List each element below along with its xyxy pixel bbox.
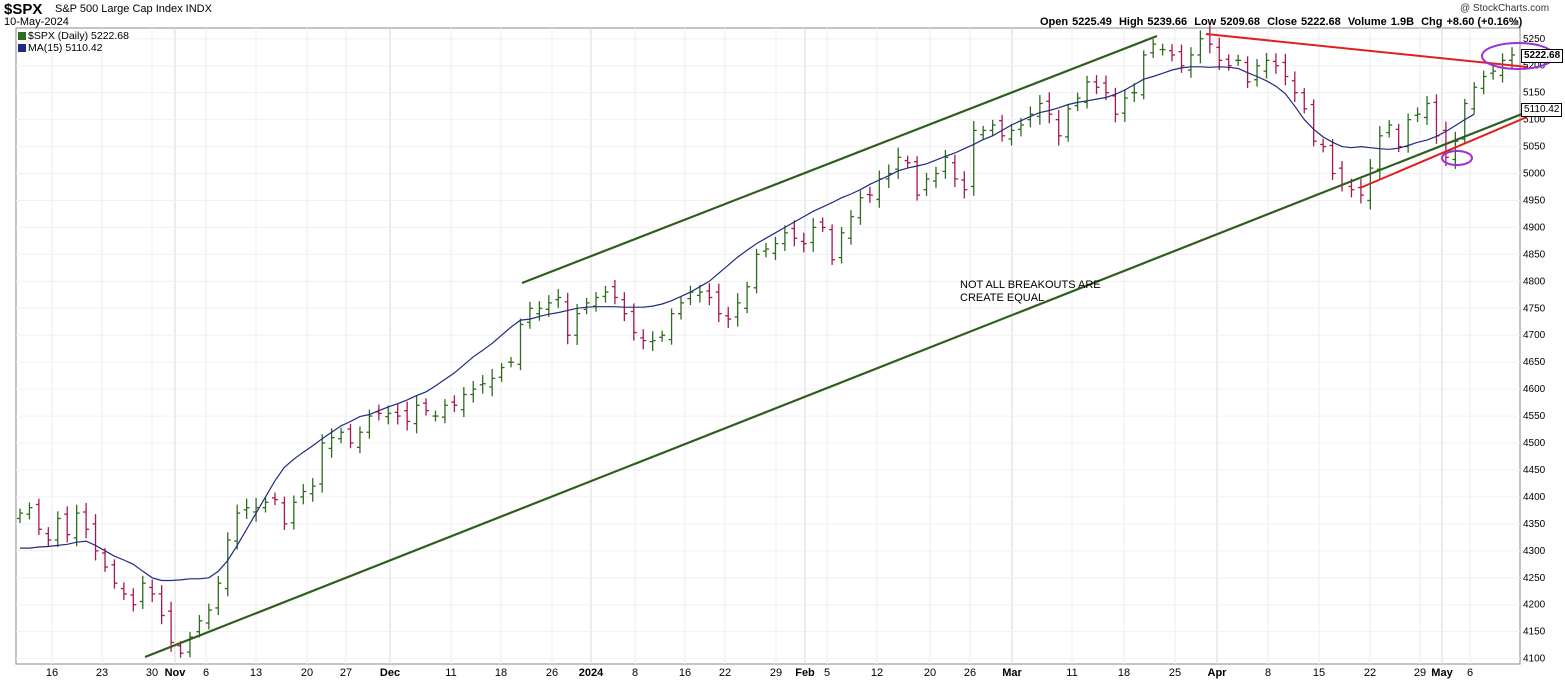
x-tick-label: 8 xyxy=(1265,667,1271,679)
resistance-trendline xyxy=(1205,33,1528,68)
x-tick-label: Dec xyxy=(380,667,400,679)
y-tick-label: 4650 xyxy=(1523,357,1546,368)
x-tick-label: 20 xyxy=(301,667,313,679)
y-tick-label: 4350 xyxy=(1523,519,1546,530)
x-tick-label: 11 xyxy=(1066,667,1077,679)
y-tick-label: 4500 xyxy=(1523,438,1546,449)
x-tick-label: 6 xyxy=(1467,667,1473,679)
x-tick-label: 29 xyxy=(1414,667,1426,679)
last-price-tag: 5222.68 xyxy=(1521,49,1564,63)
x-tick-label: 6 xyxy=(203,667,209,679)
y-tick-label: 4800 xyxy=(1523,276,1546,287)
x-tick-label: 16 xyxy=(679,667,691,679)
low-value: 5209.68 xyxy=(1220,16,1260,28)
x-tick-label: 29 xyxy=(770,667,782,679)
y-tick-label: 4700 xyxy=(1523,330,1546,341)
low-label: Low xyxy=(1194,16,1217,28)
plot-frame xyxy=(15,27,1521,665)
x-tick-label: Mar xyxy=(1002,667,1022,679)
y-tick-label: 4850 xyxy=(1523,249,1546,260)
chg-label: Chg xyxy=(1421,16,1443,28)
x-tick-label: 18 xyxy=(495,667,507,679)
legend-ma-label: MA(15) 5110.42 xyxy=(28,42,103,54)
y-tick-label: 4950 xyxy=(1523,195,1546,206)
high-value: 5239.66 xyxy=(1147,16,1188,28)
y-tick-label: 5150 xyxy=(1523,88,1546,99)
ohlc-readout: Open 5225.49 High 5239.66 Low 5209.68 Close… xyxy=(1040,16,1526,28)
x-tick-label: Nov xyxy=(165,667,187,679)
x-tick-label: 12 xyxy=(871,667,883,679)
y-tick-label: 5100 xyxy=(1523,115,1546,126)
channel-lower-line xyxy=(144,110,1528,659)
x-tick-label: Feb xyxy=(795,667,815,679)
volume-label: Volume xyxy=(1347,16,1387,28)
y-tick-label: 5050 xyxy=(1523,142,1546,153)
x-tick-label: 2024 xyxy=(579,667,604,679)
scroll-up-icon[interactable]: ▲ xyxy=(1511,17,1521,28)
y-tick-label: 4900 xyxy=(1523,222,1546,233)
y-tick-label: 4100 xyxy=(1523,654,1546,665)
y-tick-label: 4750 xyxy=(1523,303,1546,314)
x-tick-label: Apr xyxy=(1208,667,1228,679)
volume-value: 1.9B xyxy=(1390,16,1415,28)
symbol-description: S&P 500 Large Cap Index INDX xyxy=(55,3,212,15)
x-tick-label: 25 xyxy=(1169,667,1181,679)
x-tick-label: 23 xyxy=(96,667,108,679)
x-tick-label: 15 xyxy=(1313,667,1325,679)
open-label: Open xyxy=(1040,16,1069,28)
x-tick-label: 27 xyxy=(340,667,352,679)
price-swatch-icon xyxy=(18,32,26,41)
x-tick-label: 26 xyxy=(964,667,976,679)
close-value: 5222.68 xyxy=(1301,16,1341,28)
x-tick-label: 22 xyxy=(1364,667,1376,679)
chart-annotation: NOT ALL BREAKOUTS ARE CREATE EQUAL xyxy=(960,279,1101,304)
high-label: High xyxy=(1118,16,1144,28)
chart-date: 10-May-2024 xyxy=(4,16,69,28)
legend-ma: MA(15) 5110.42 xyxy=(18,42,129,54)
y-tick-label: 5000 xyxy=(1523,169,1546,180)
chart-legend: $SPX (Daily) 5222.68 MA(15) 5110.42 xyxy=(18,30,129,54)
y-tick-label: 4250 xyxy=(1523,573,1546,584)
x-tick-label: 11 xyxy=(445,667,456,679)
chg-value: +8.60 (+0.16%) xyxy=(1446,16,1523,28)
x-tick-label: 30 xyxy=(146,667,158,679)
chart-header: $SPX S&P 500 Large Cap Index INDX 10-May… xyxy=(0,0,1565,28)
x-tick-label: 5 xyxy=(824,667,830,679)
y-tick-label: 4550 xyxy=(1523,411,1546,422)
y-tick-label: 4400 xyxy=(1523,492,1546,503)
y-tick-label: 5250 xyxy=(1523,34,1546,45)
support-trendline xyxy=(1359,116,1528,189)
x-tick-label: 13 xyxy=(250,667,262,679)
y-tick-label: 4450 xyxy=(1523,465,1546,476)
y-tick-label: 5200 xyxy=(1523,61,1546,72)
stockcharts-credit: @ StockCharts.com xyxy=(1460,3,1550,14)
y-tick-label: 4150 xyxy=(1523,627,1546,638)
x-tick-label: 22 xyxy=(719,667,731,679)
x-tick-label: 26 xyxy=(546,667,558,679)
close-label: Close xyxy=(1267,16,1298,28)
ma-value-tag: 5110.42 xyxy=(1521,103,1563,117)
x-tick-label: May xyxy=(1431,667,1453,679)
x-tick-label: 20 xyxy=(924,667,936,679)
x-tick-label: 16 xyxy=(46,667,58,679)
x-tick-label: 8 xyxy=(632,667,638,679)
ma-swatch-icon xyxy=(18,44,26,53)
y-tick-label: 4300 xyxy=(1523,546,1546,557)
open-value: 5225.49 xyxy=(1072,16,1112,28)
legend-price-label: $SPX (Daily) 5222.68 xyxy=(28,30,129,42)
retest-highlight-ellipse xyxy=(1441,150,1473,166)
x-tick-label: 18 xyxy=(1118,667,1130,679)
symbol: $SPX xyxy=(4,1,43,18)
y-tick-label: 4600 xyxy=(1523,384,1546,395)
legend-price: $SPX (Daily) 5222.68 xyxy=(18,30,129,42)
y-tick-label: 4200 xyxy=(1523,600,1546,611)
channel-upper-line xyxy=(521,34,1158,285)
ma-line xyxy=(20,66,1475,582)
